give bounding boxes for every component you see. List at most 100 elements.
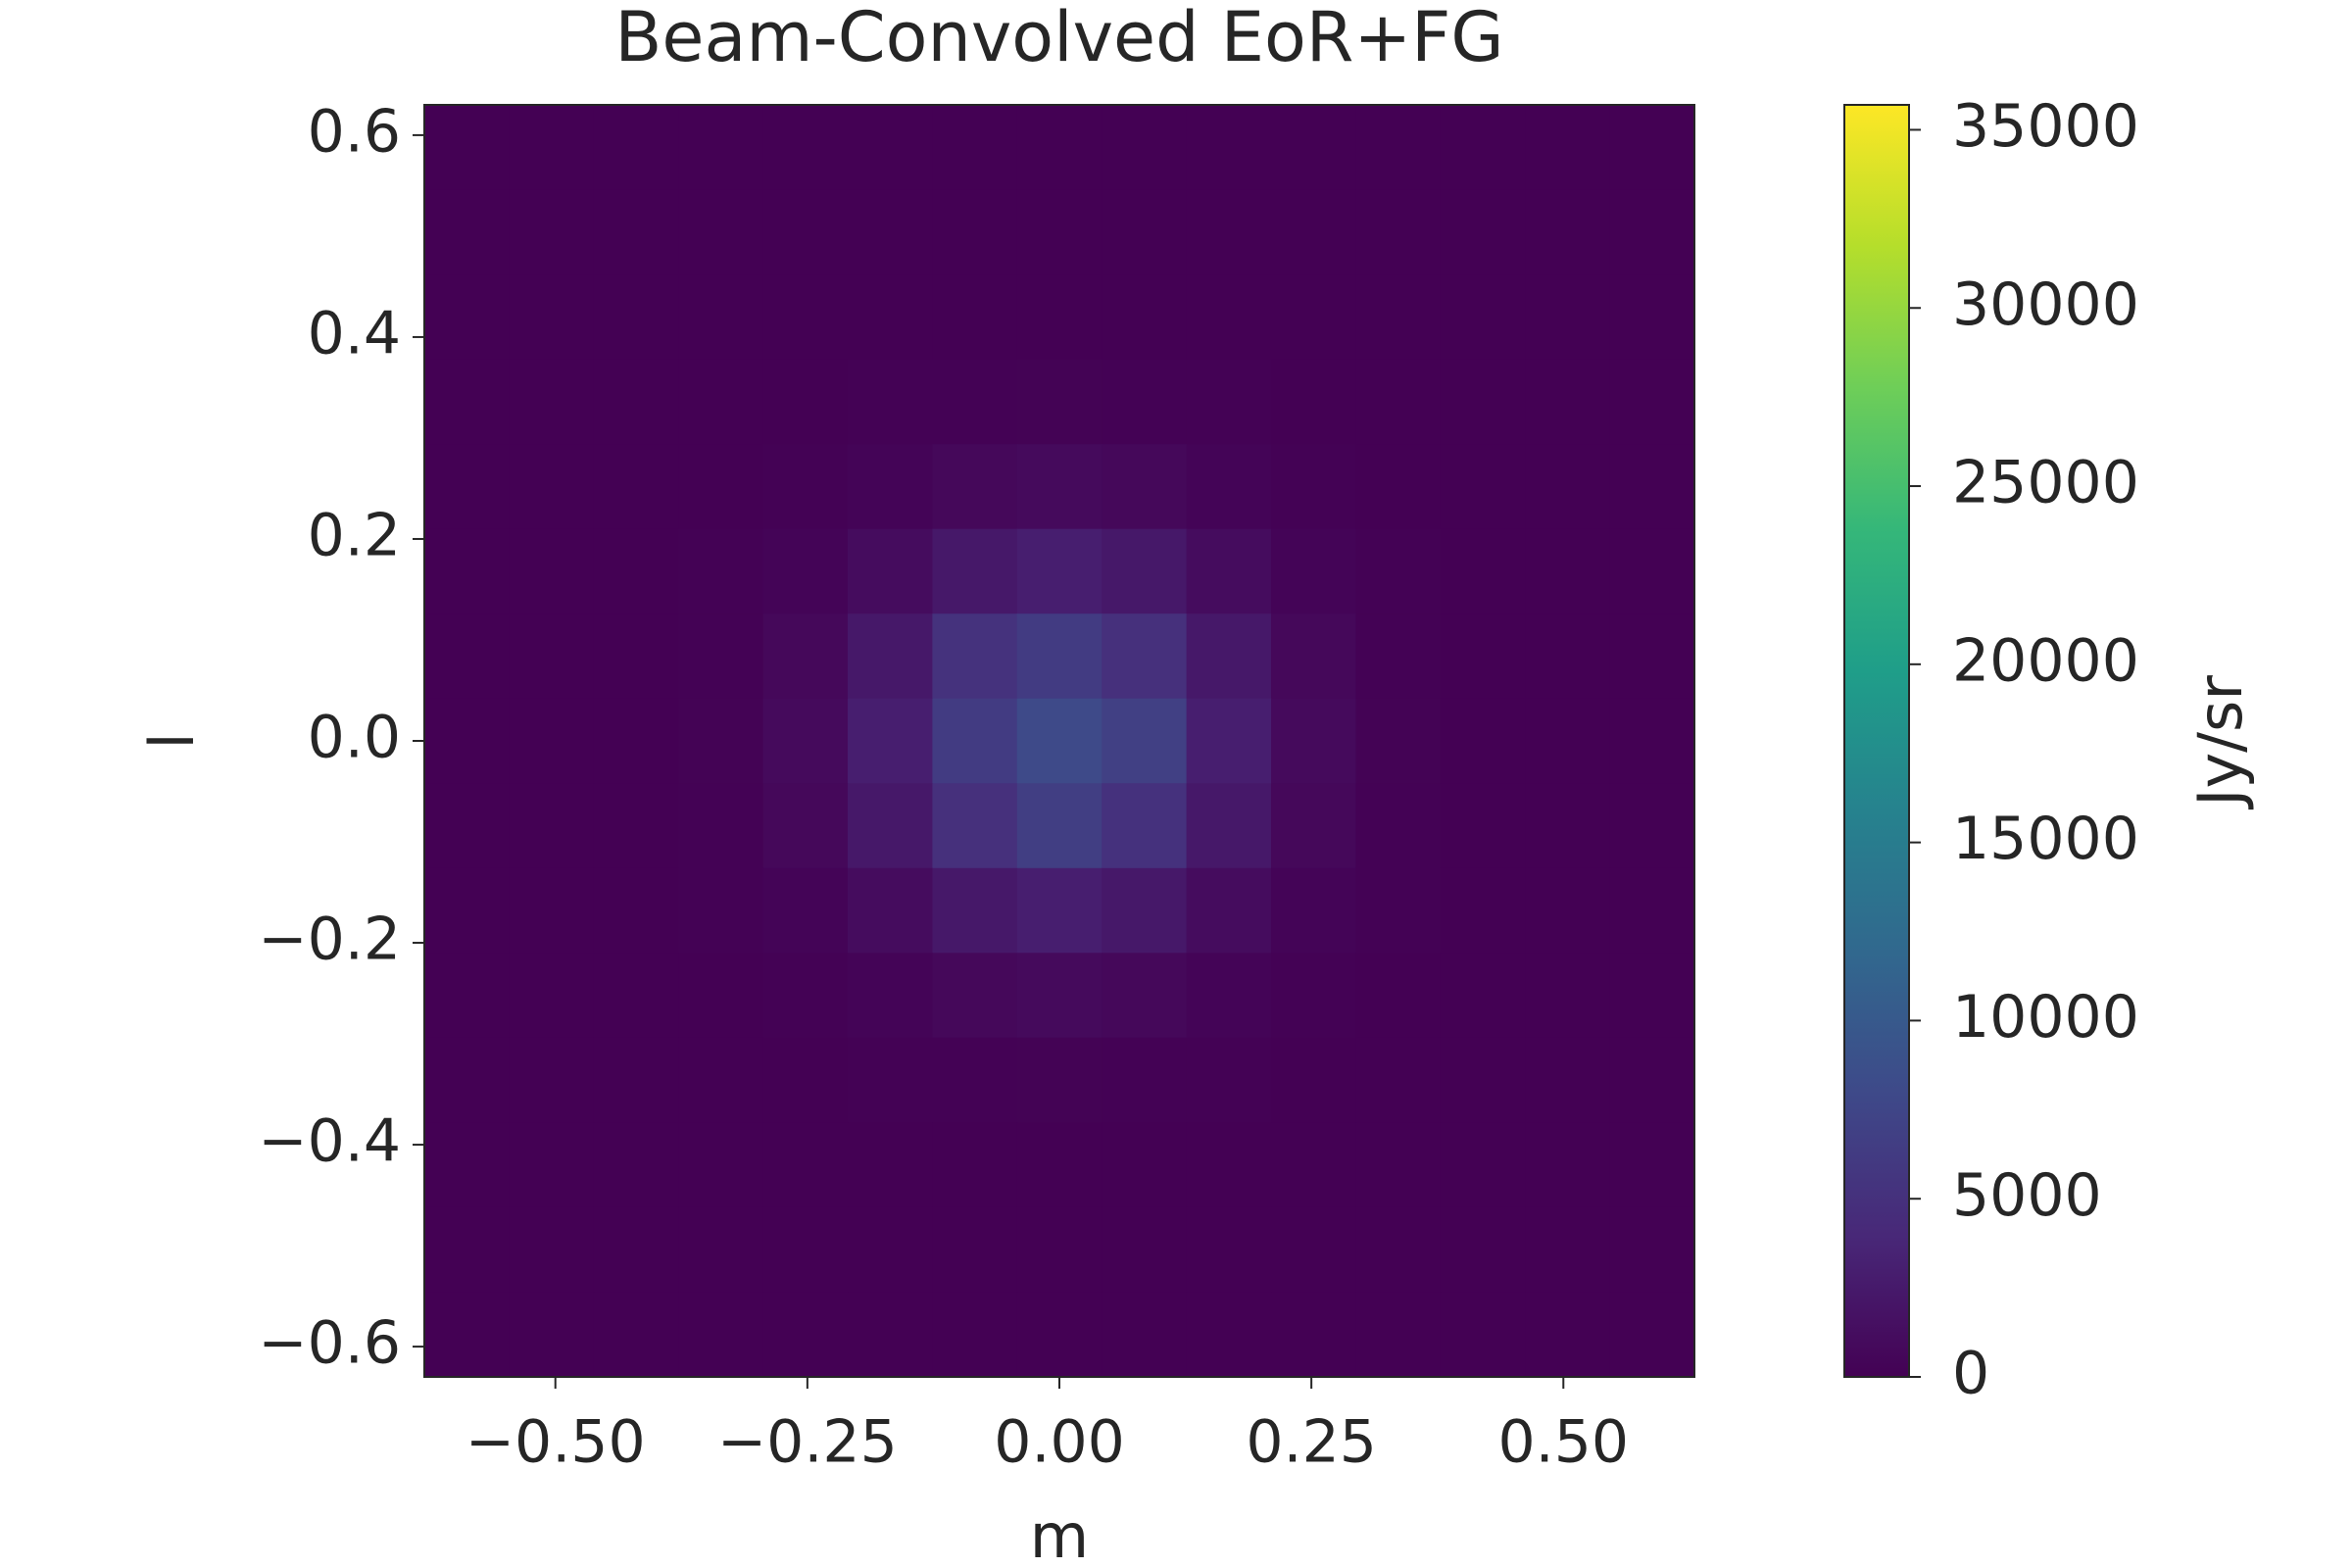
heatmap-cell bbox=[848, 359, 933, 445]
heatmap-cell bbox=[848, 274, 933, 361]
heatmap-cell bbox=[1355, 528, 1442, 614]
heatmap-cell bbox=[1102, 105, 1188, 191]
heatmap-cell bbox=[1525, 105, 1611, 191]
heatmap-cell bbox=[509, 698, 595, 784]
heatmap-cell bbox=[1186, 1292, 1272, 1378]
heatmap-cell bbox=[1440, 867, 1526, 954]
heatmap-cell bbox=[1102, 359, 1188, 445]
heatmap-cell bbox=[678, 444, 764, 530]
heatmap-cell bbox=[1016, 444, 1102, 530]
heatmap-cell bbox=[1525, 1037, 1611, 1123]
heatmap-cell bbox=[593, 105, 679, 191]
heatmap-cell bbox=[762, 867, 849, 954]
heatmap-cell bbox=[424, 105, 510, 191]
heatmap-cell bbox=[424, 1122, 510, 1208]
heatmap-cell bbox=[678, 1292, 764, 1378]
heatmap-cell bbox=[509, 1206, 595, 1294]
heatmap-cell bbox=[1355, 189, 1442, 275]
heatmap-cell bbox=[593, 783, 679, 869]
heatmap-cell bbox=[1186, 444, 1272, 530]
heatmap-cell bbox=[509, 1292, 595, 1378]
colorbar-tick-label: 25000 bbox=[1952, 449, 2139, 517]
heatmap-cell bbox=[932, 105, 1018, 191]
heatmap-cell bbox=[424, 444, 510, 530]
heatmap-cell bbox=[509, 528, 595, 614]
heatmap-cell bbox=[1440, 444, 1526, 530]
heatmap-cell bbox=[593, 274, 679, 361]
heatmap-cell bbox=[1440, 783, 1526, 869]
heatmap-cell bbox=[1016, 189, 1102, 275]
heatmap-cell bbox=[1016, 1206, 1102, 1294]
heatmap-cell bbox=[848, 105, 933, 191]
heatmap-cell bbox=[424, 698, 510, 784]
heatmap-cell bbox=[932, 867, 1018, 954]
heatmap-cell bbox=[1102, 867, 1188, 954]
heatmap-cell bbox=[678, 1037, 764, 1123]
heatmap-cell bbox=[1271, 698, 1356, 784]
heatmap-cell bbox=[1609, 953, 1695, 1039]
heatmap-cell bbox=[1186, 359, 1272, 445]
heatmap-cell bbox=[1355, 274, 1442, 361]
y-tick-label: −0.6 bbox=[258, 1309, 401, 1378]
heatmap-cell bbox=[1355, 953, 1442, 1039]
heatmap-cell bbox=[932, 613, 1018, 700]
heatmap-cell bbox=[1016, 698, 1102, 784]
heatmap-cell bbox=[1186, 613, 1272, 700]
colorbar-title: Jy/sr bbox=[2184, 675, 2256, 810]
colorbar bbox=[1843, 104, 1910, 1378]
heatmap-cell bbox=[1609, 274, 1695, 361]
heatmap-cell bbox=[932, 189, 1018, 275]
heatmap-cell bbox=[424, 189, 510, 275]
heatmap-cell bbox=[762, 189, 849, 275]
heatmap-cell bbox=[1609, 189, 1695, 275]
heatmap-cell bbox=[1440, 613, 1526, 700]
heatmap-cell bbox=[1102, 189, 1188, 275]
y-tick-label: 0.6 bbox=[308, 97, 401, 166]
heatmap-cell bbox=[762, 1037, 849, 1123]
chart-title: Beam-Convolved EoR+FG bbox=[614, 0, 1503, 77]
heatmap-cell bbox=[762, 444, 849, 530]
heatmap-cell bbox=[1102, 1037, 1188, 1123]
heatmap-cell bbox=[678, 1206, 764, 1294]
heatmap-cell bbox=[593, 444, 679, 530]
heatmap-cell bbox=[762, 105, 849, 191]
heatmap-cell bbox=[1355, 783, 1442, 869]
heatmap-cell bbox=[1271, 953, 1356, 1039]
heatmap-cell bbox=[1271, 613, 1356, 700]
heatmap-cell bbox=[932, 359, 1018, 445]
heatmap-cell bbox=[509, 105, 595, 191]
heatmap-cell bbox=[424, 528, 510, 614]
y-axis-title: l bbox=[136, 732, 208, 749]
heatmap-cell bbox=[1440, 1292, 1526, 1378]
heatmap-cell bbox=[1271, 359, 1356, 445]
heatmap-cell bbox=[1609, 1206, 1695, 1294]
heatmap-cell bbox=[762, 783, 849, 869]
heatmap-cell bbox=[424, 1037, 510, 1123]
heatmap-cell bbox=[762, 1206, 849, 1294]
heatmap-cell bbox=[1102, 1122, 1188, 1208]
colorbar-tick-label: 15000 bbox=[1952, 805, 2139, 873]
heatmap-cell bbox=[848, 528, 933, 614]
heatmap-cell bbox=[848, 1292, 933, 1378]
heatmap-cell bbox=[1525, 1122, 1611, 1208]
heatmap-cell bbox=[1609, 698, 1695, 784]
heatmap-cell bbox=[509, 274, 595, 361]
heatmap-cell bbox=[932, 1292, 1018, 1378]
heatmap-cell bbox=[678, 359, 764, 445]
heatmap-cell bbox=[1271, 1206, 1356, 1294]
colorbar-tick-label: 20000 bbox=[1952, 626, 2139, 695]
heatmap-cell bbox=[593, 1206, 679, 1294]
heatmap-cell bbox=[932, 1206, 1018, 1294]
heatmap-cell bbox=[1186, 274, 1272, 361]
heatmap-cell bbox=[1355, 867, 1442, 954]
heatmap-cell bbox=[678, 783, 764, 869]
heatmap-cell bbox=[848, 867, 933, 954]
heatmap-cell bbox=[424, 867, 510, 954]
heatmap-cell bbox=[1525, 698, 1611, 784]
heatmap-cell bbox=[593, 613, 679, 700]
heatmap-cell bbox=[678, 528, 764, 614]
y-tick-label: 0.2 bbox=[308, 502, 401, 570]
heatmap-cell bbox=[593, 953, 679, 1039]
heatmap-cell bbox=[678, 953, 764, 1039]
